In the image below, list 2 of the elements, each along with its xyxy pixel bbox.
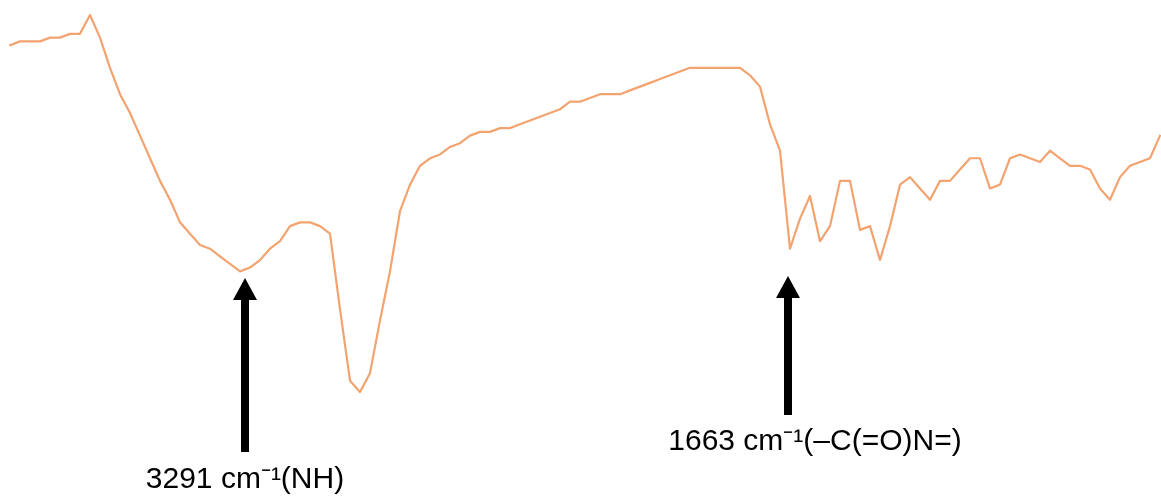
text: 1663 cm⁻¹(–C(=O)N=) <box>668 423 962 456</box>
text: 3291 cm⁻¹(NH) <box>145 461 345 494</box>
